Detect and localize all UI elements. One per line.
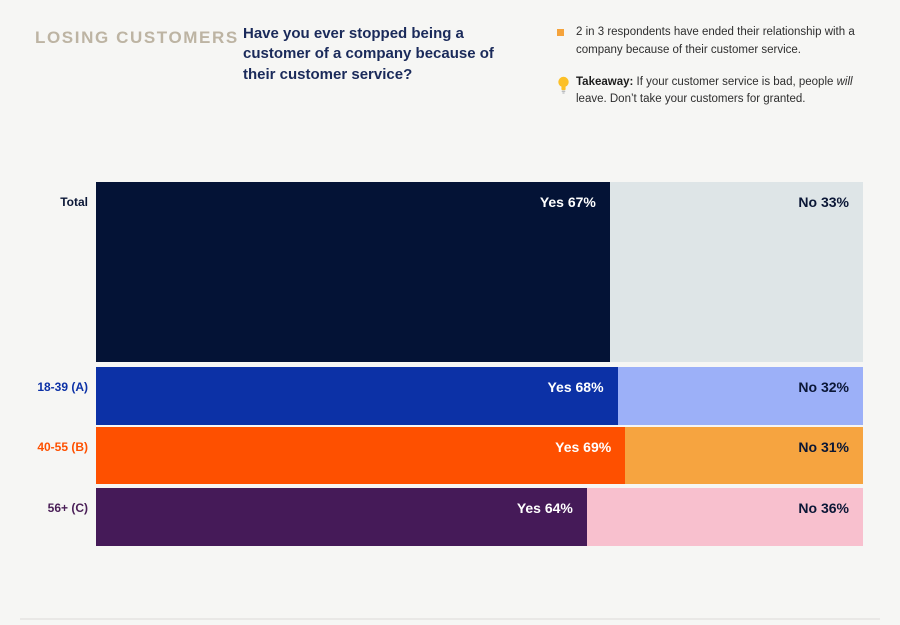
bar-row-total: Total Yes 67% No 33% — [0, 182, 863, 362]
bar-18-39: Yes 68% No 32% — [96, 367, 863, 425]
yes-segment: Yes 68% — [96, 367, 618, 425]
no-segment: No 36% — [586, 488, 863, 546]
notes-panel: 2 in 3 respondents have ended their rela… — [557, 24, 879, 123]
bar-total: Yes 67% No 33% — [96, 182, 863, 362]
bar-row-40-55: 40-55 (B) Yes 69% No 31% — [0, 427, 863, 484]
no-segment: No 31% — [625, 427, 863, 484]
yes-segment: Yes 69% — [96, 427, 626, 484]
bar-row-56plus: 56+ (C) Yes 64% No 36% — [0, 488, 863, 546]
bar-row-18-39: 18-39 (A) Yes 68% No 32% — [0, 367, 863, 425]
lightbulb-icon — [557, 76, 576, 101]
row-label-total: Total — [60, 195, 88, 209]
bottom-divider — [20, 618, 880, 620]
bar-40-55: Yes 69% No 31% — [96, 427, 863, 484]
no-segment: No 33% — [609, 182, 863, 362]
no-segment: No 32% — [617, 367, 863, 425]
yes-segment: Yes 64% — [96, 488, 587, 546]
row-label-18-39: 18-39 (A) — [37, 380, 88, 394]
yes-segment: Yes 67% — [96, 182, 610, 362]
bullet-square-icon — [557, 29, 564, 36]
takeaway-note: Takeaway: If your customer service is ba… — [557, 74, 879, 110]
bar-56plus: Yes 64% No 36% — [96, 488, 863, 546]
section-title: LOSING CUSTOMERS — [35, 28, 239, 47]
stat-note-text: 2 in 3 respondents have ended their rela… — [576, 26, 855, 56]
takeaway-note-text: Takeaway: If your customer service is ba… — [576, 75, 853, 106]
takeaway-label: Takeaway: — [576, 75, 634, 88]
stat-note: 2 in 3 respondents have ended their rela… — [557, 24, 879, 60]
row-label-40-55: 40-55 (B) — [37, 440, 88, 454]
survey-question: Have you ever stopped being a customer o… — [243, 25, 494, 83]
row-label-56plus: 56+ (C) — [47, 501, 88, 515]
